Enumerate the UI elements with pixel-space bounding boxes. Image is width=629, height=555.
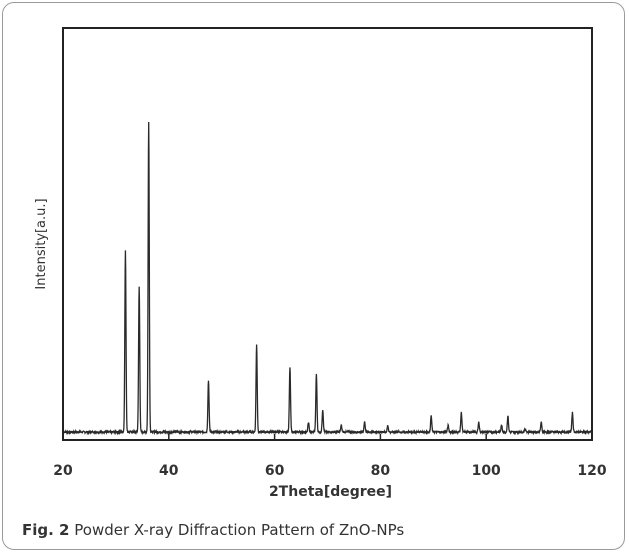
- xrd-trace: [63, 122, 592, 436]
- plot-area: [62, 27, 593, 441]
- y-axis-label: Intensity[a.u.]: [34, 198, 49, 289]
- figure-frame: [2, 2, 625, 550]
- x-tick-label: 100: [472, 463, 501, 479]
- xrd-chart: 20 40 60 80 100 120 2Theta[degree] Intensity[a.…: [34, 27, 607, 500]
- x-tick-label: 20: [53, 463, 73, 479]
- figure-caption: Fig. 2 Powder X-ray Diffraction Pattern …: [22, 521, 404, 539]
- figure-label: Fig. 2: [22, 521, 70, 539]
- x-axis-label: 2Theta[degree]: [269, 484, 392, 500]
- x-tick-label: 80: [371, 463, 391, 479]
- x-tick-label: 60: [265, 463, 285, 479]
- x-tick-label: 40: [159, 463, 179, 479]
- caption-text: Powder X-ray Diffraction Pattern of ZnO-…: [74, 521, 405, 539]
- x-tick-label: 120: [577, 463, 606, 479]
